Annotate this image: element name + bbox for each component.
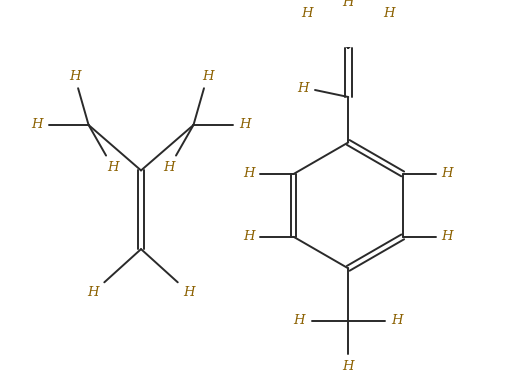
Text: H: H	[201, 69, 213, 83]
Text: H: H	[384, 7, 395, 20]
Text: H: H	[441, 168, 453, 180]
Text: H: H	[163, 161, 175, 174]
Text: H: H	[243, 168, 255, 180]
Text: H: H	[297, 82, 309, 95]
Text: H: H	[87, 286, 98, 299]
Text: H: H	[107, 161, 119, 174]
Text: H: H	[31, 119, 43, 132]
Text: H: H	[301, 7, 313, 20]
Text: H: H	[441, 230, 453, 243]
Text: H: H	[391, 314, 403, 327]
Text: H: H	[342, 360, 354, 373]
Text: H: H	[293, 314, 305, 327]
Text: H: H	[69, 69, 80, 83]
Text: H: H	[239, 119, 251, 132]
Text: H: H	[243, 230, 255, 243]
Text: H: H	[342, 0, 354, 9]
Text: H: H	[183, 286, 195, 299]
